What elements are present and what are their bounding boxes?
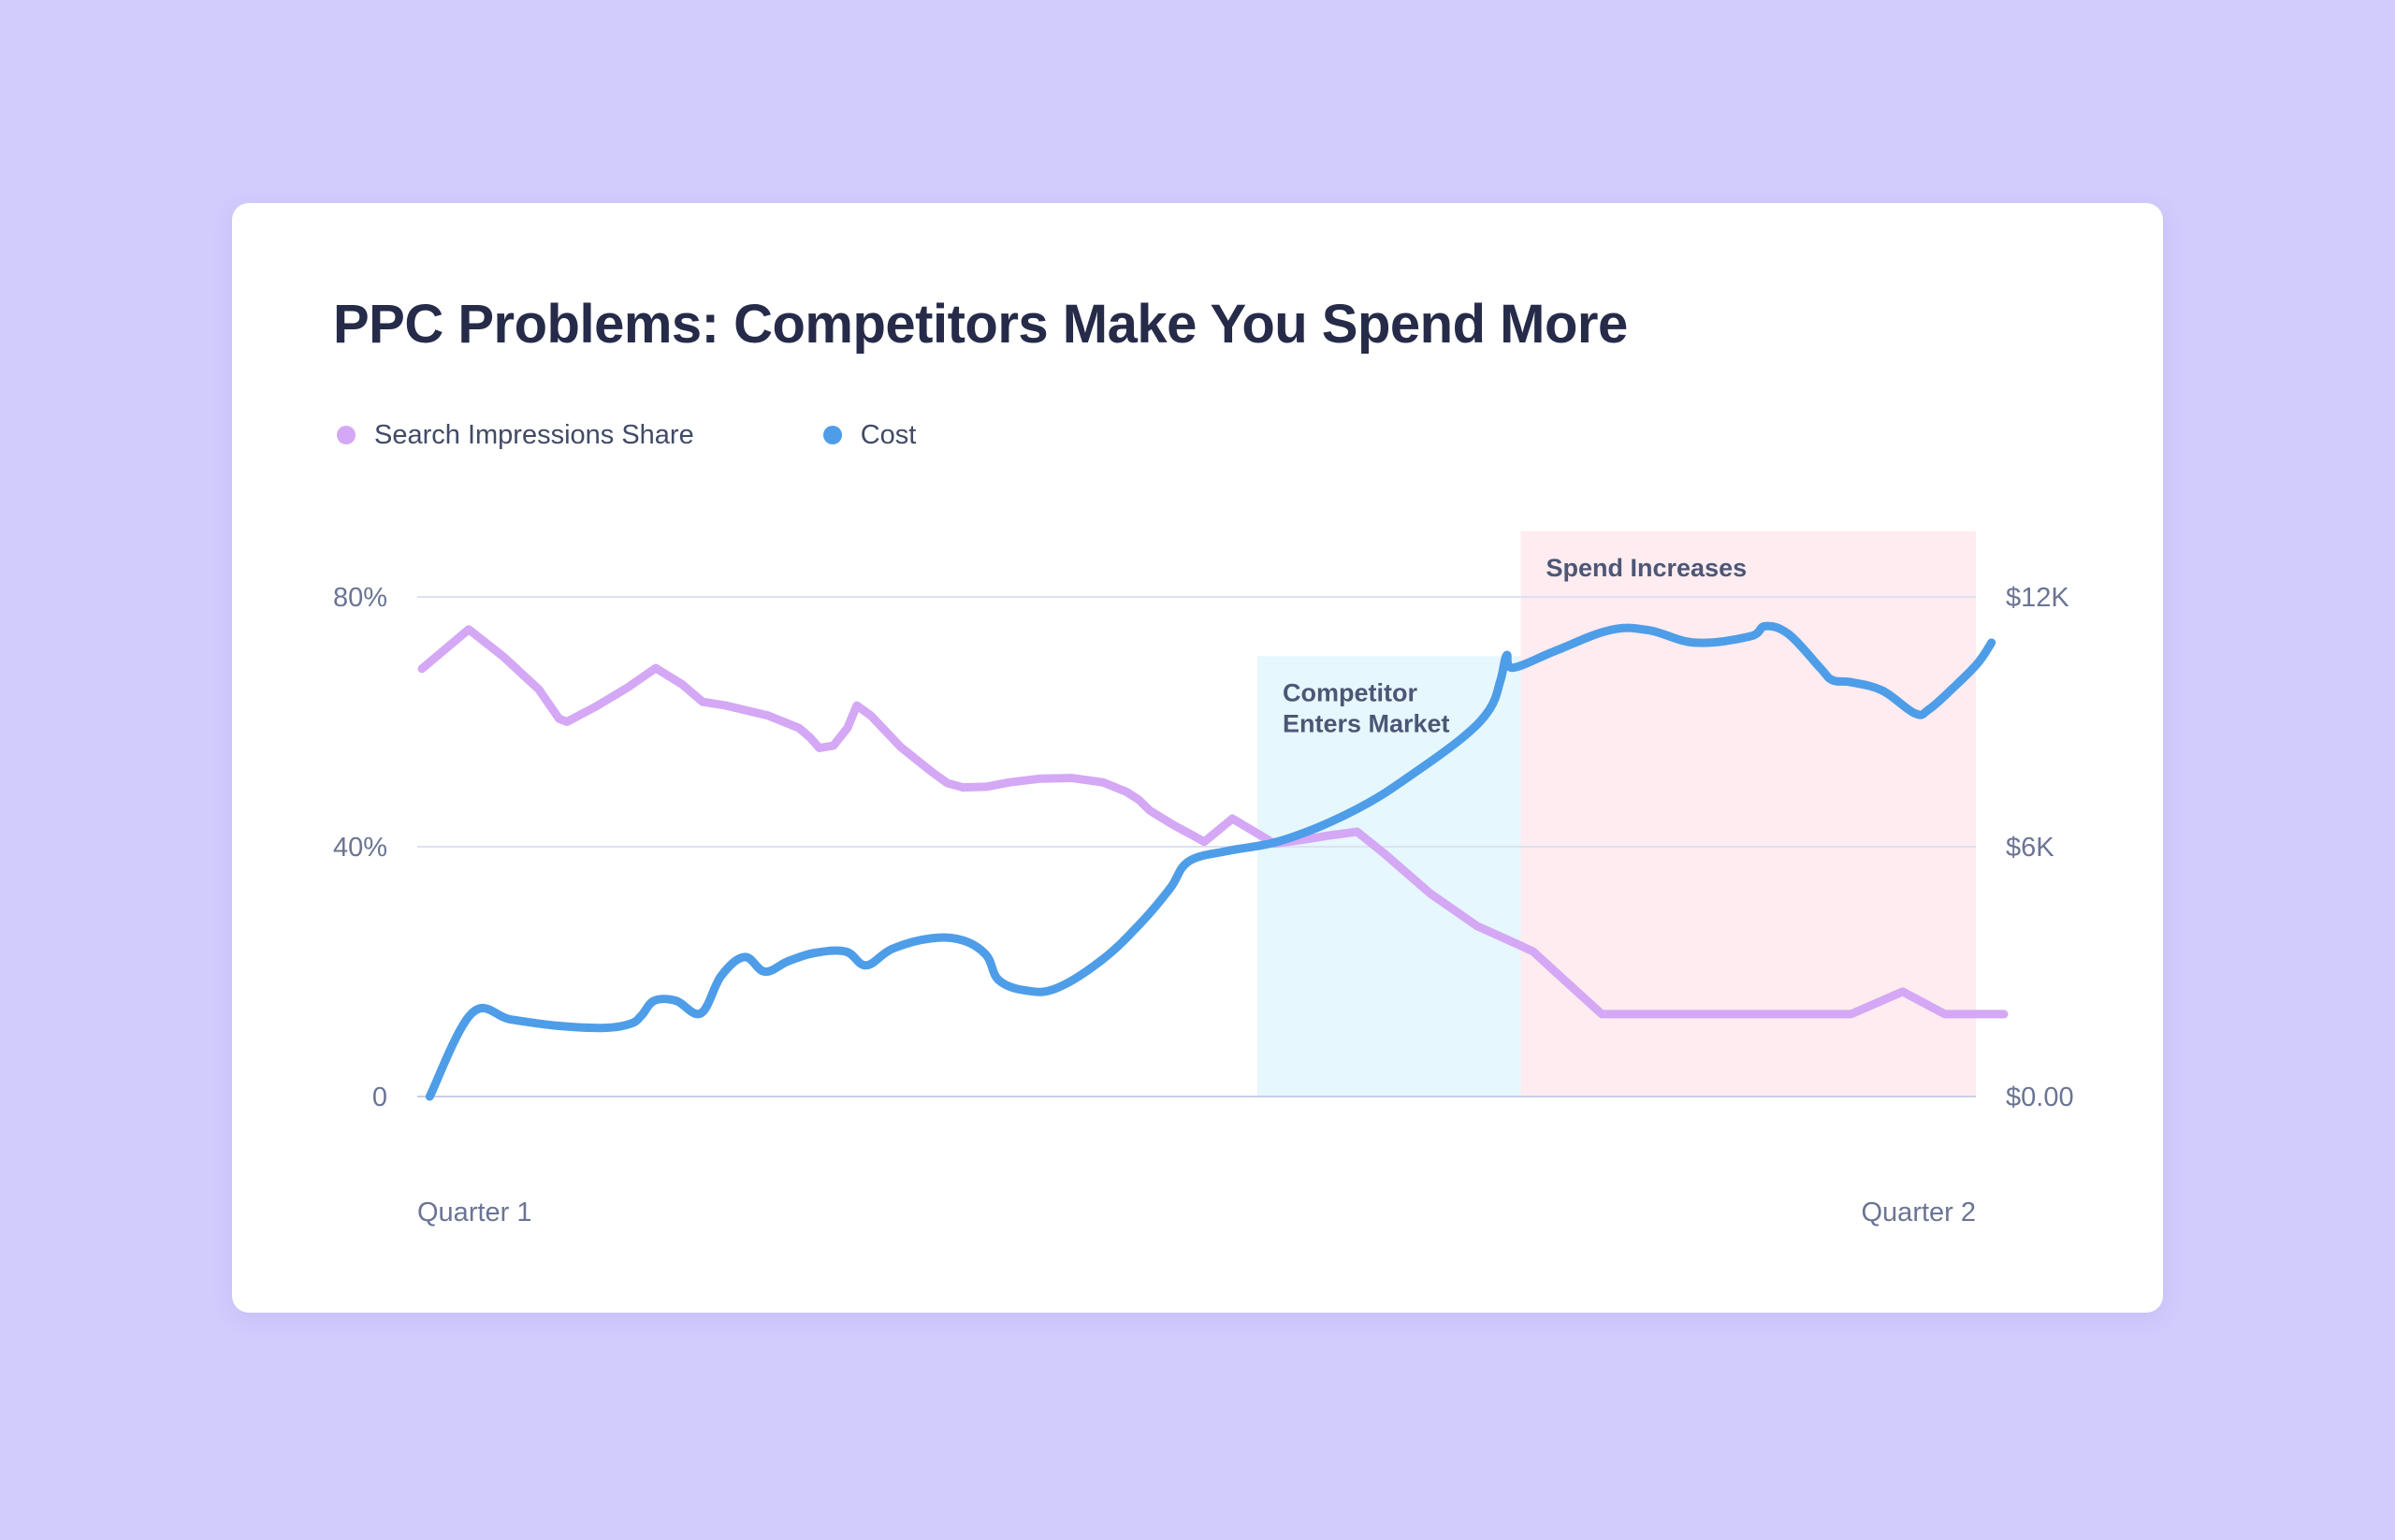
series-line-impressions <box>417 625 2009 1019</box>
y-right-tick-label: $12K <box>2006 583 2069 613</box>
y-left-tick-label: 40% <box>333 833 387 863</box>
y-right-tick-label: $6K <box>2006 833 2054 863</box>
annotation-label-spend: Spend Increases <box>1546 554 1748 582</box>
legend-label-cost: Cost <box>860 419 917 450</box>
annotation-band-spend <box>1520 530 1976 1097</box>
chart-legend: Search Impressions Share Cost <box>337 414 1045 456</box>
chart-card: PPC Problems: Competitors Make You Spend… <box>232 203 2163 1313</box>
legend-item-cost: Cost <box>822 419 917 451</box>
annotation-label-competitor: Competitor Enters Market <box>1283 678 1450 737</box>
series-line-cost <box>425 621 1996 1101</box>
y-left-tick-label: 80% <box>333 583 387 613</box>
legend-dot-impressions <box>337 426 356 444</box>
legend-item-impressions: Search Impressions Share <box>337 420 694 451</box>
line-chart: 0 40% 80% $0.00 $6K $12K Quarter 1 Quarter 2 Com… <box>333 530 2074 1228</box>
legend-label-impressions: Search Impressions Share <box>374 419 694 450</box>
chart-title: PPC Problems: Competitors Make You Spend… <box>333 294 1628 355</box>
y-left-tick-label: 0 <box>372 1082 387 1112</box>
y-right-tick-label: $0.00 <box>2006 1082 2074 1112</box>
x-tick-label: Quarter 2 <box>1862 1198 1977 1228</box>
x-tick-label: Quarter 1 <box>417 1198 532 1228</box>
legend-dot-cost <box>822 426 842 444</box>
